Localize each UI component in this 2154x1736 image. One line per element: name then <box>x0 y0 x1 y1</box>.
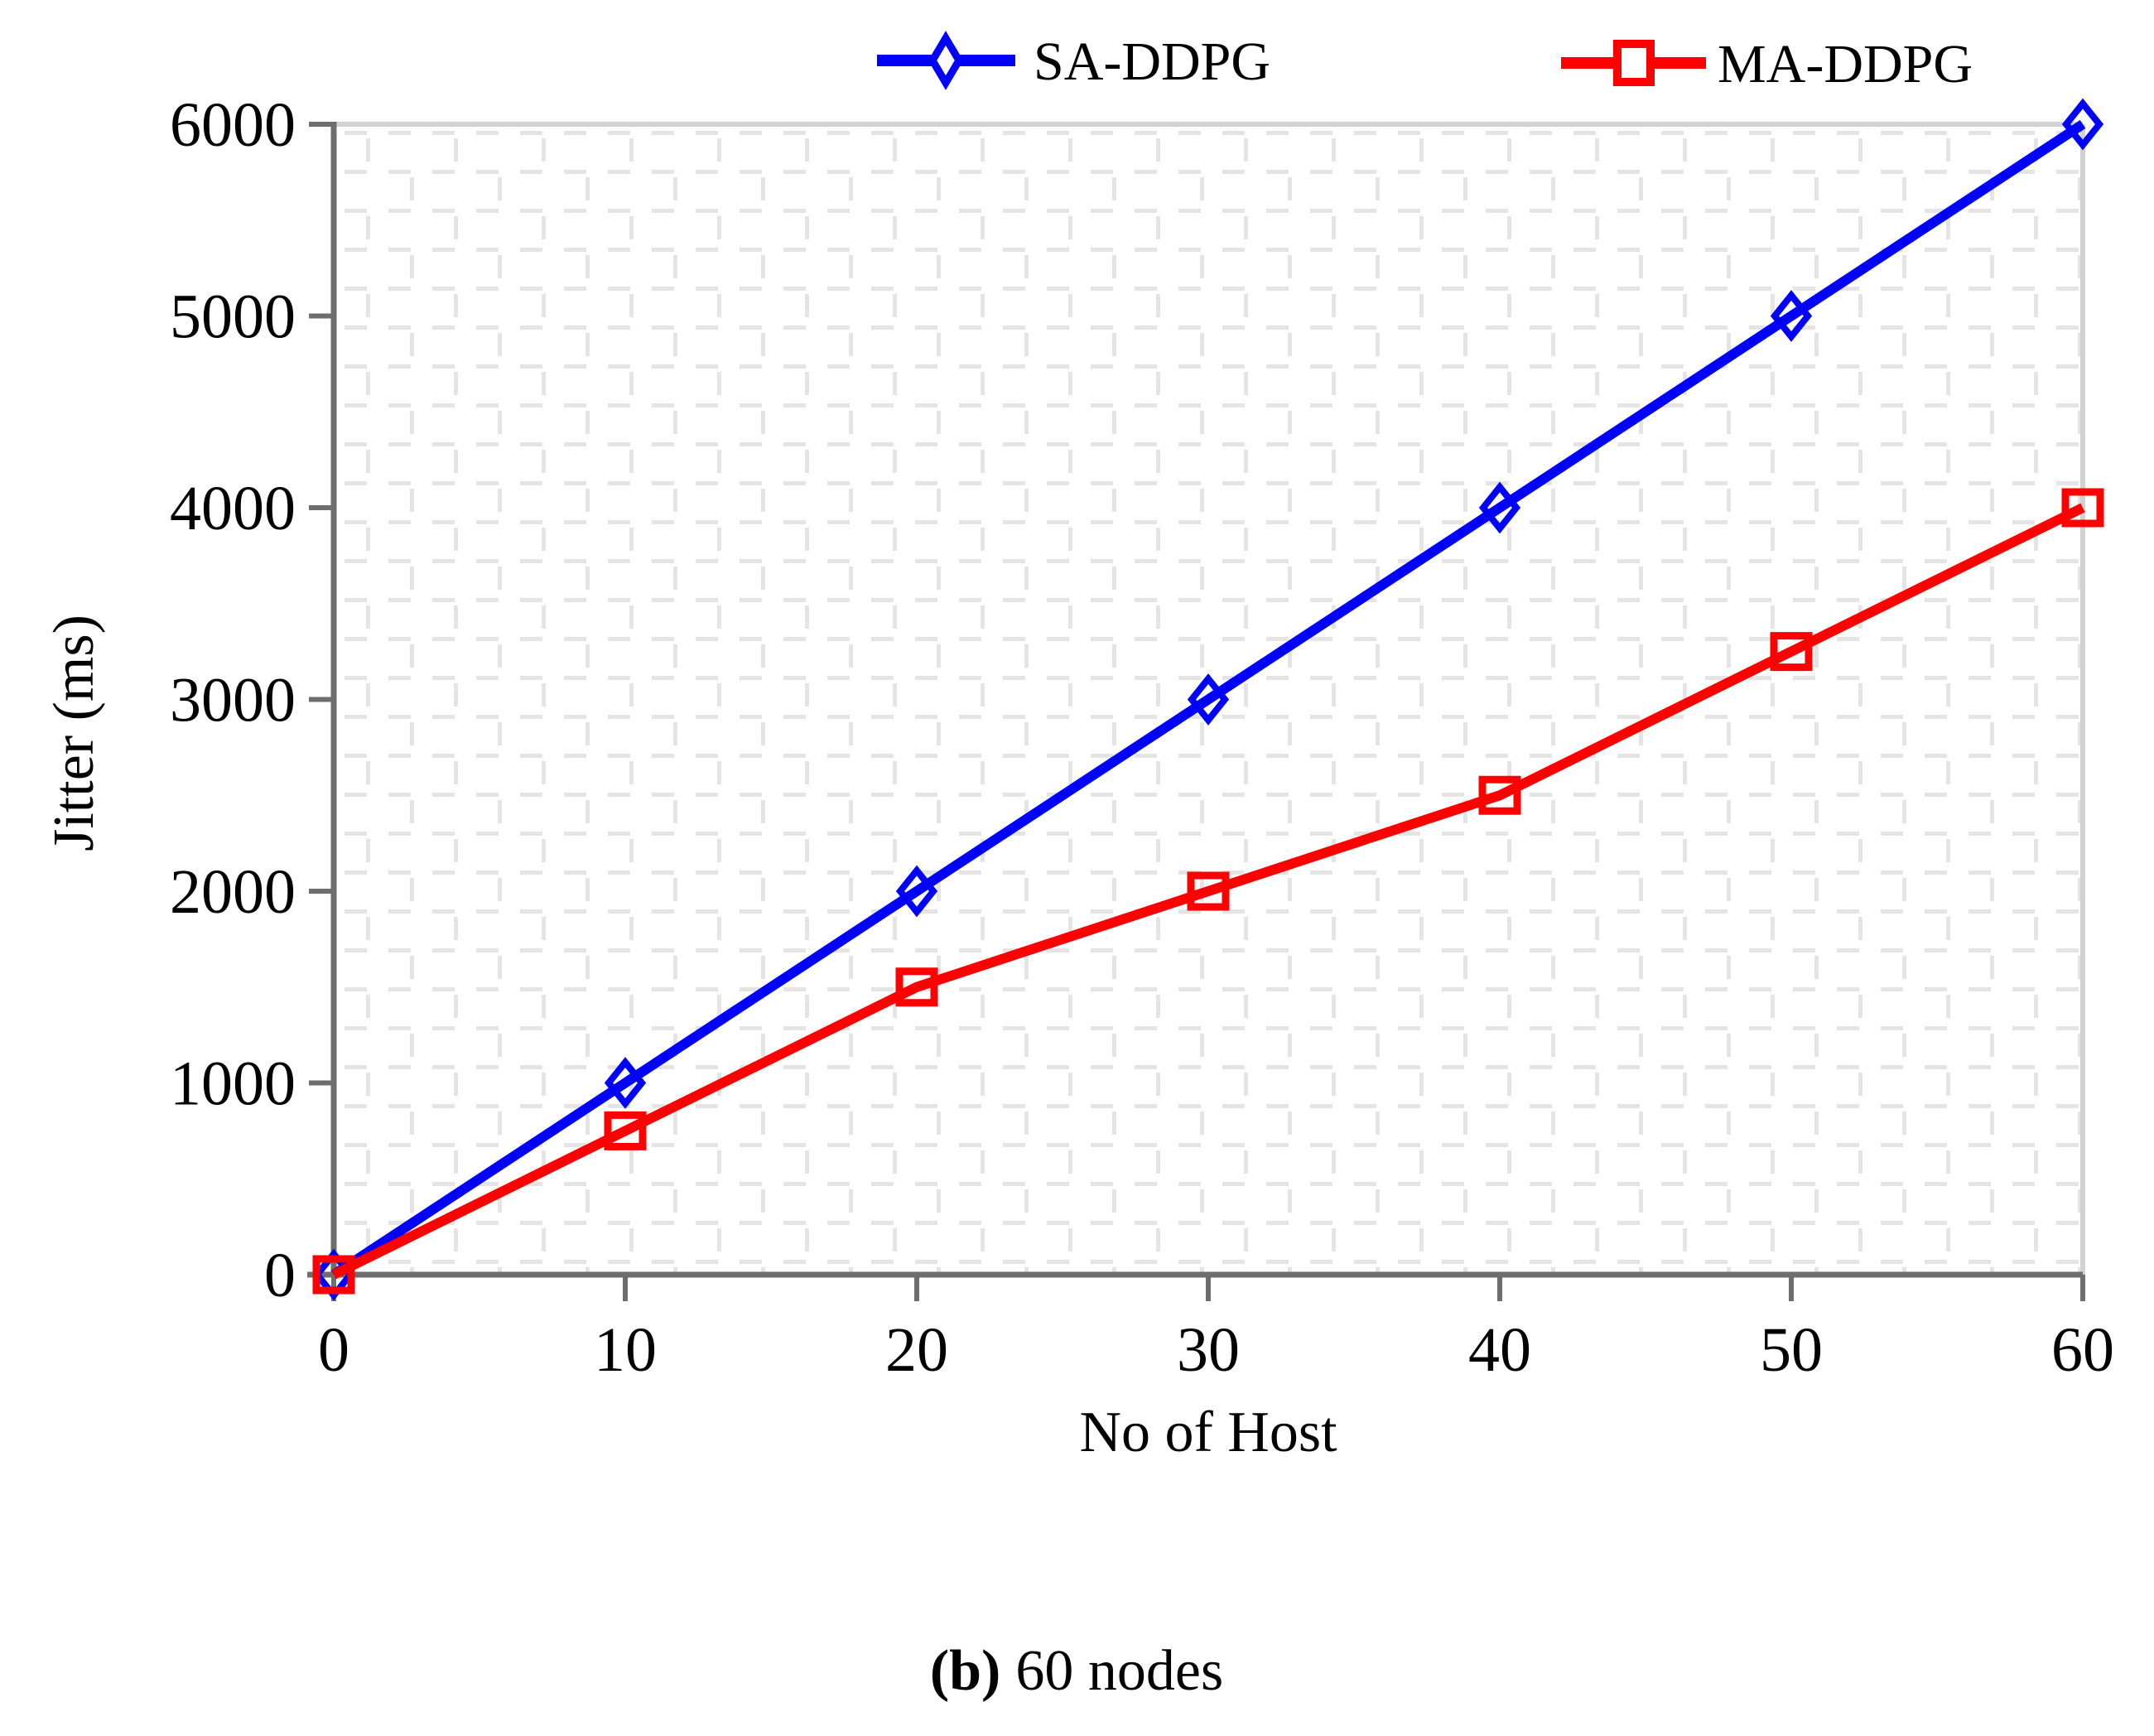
data-point-square <box>604 1111 647 1150</box>
y-tick-label: 6000 <box>170 90 296 160</box>
figure-caption: (b) 60 nodes <box>930 1639 1223 1703</box>
data-point-square <box>1770 632 1813 672</box>
ma-ddpg-legend-label: MA-DDPG <box>1718 34 1973 94</box>
data-point-diamond <box>1770 290 1813 342</box>
ma-ddpg-series <box>312 488 2104 1295</box>
x-axis-title: No of Host <box>1079 1401 1337 1464</box>
caption-body: 60 nodes <box>1015 1639 1223 1703</box>
y-tick-label: 2000 <box>170 857 296 927</box>
data-point-diamond <box>895 865 938 918</box>
sa-ddpg-legend-diamond-icon <box>928 31 964 90</box>
x-tick-label: 40 <box>1468 1315 1531 1385</box>
x-axis-ticks: 0 10 20 30 40 50 60 <box>318 1275 2114 1385</box>
ma-ddpg-legend-square-icon <box>1613 40 1655 86</box>
data-point-square <box>895 967 938 1007</box>
data-point-square <box>1478 775 1521 815</box>
y-tick-label: 5000 <box>170 282 296 352</box>
sa-ddpg-series <box>312 98 2104 1301</box>
sa-ddpg-line <box>330 119 2086 1280</box>
data-point-diamond <box>1478 481 1521 534</box>
data-point-diamond <box>2061 98 2104 151</box>
ma-ddpg-line <box>331 503 2085 1280</box>
data-point-diamond <box>604 1057 647 1109</box>
x-tick-label: 50 <box>1760 1315 1823 1385</box>
data-point-square <box>2061 488 2104 528</box>
x-tick-label: 30 <box>1177 1315 1240 1385</box>
data-point-square <box>312 1255 355 1295</box>
y-tick-label: 0 <box>264 1241 296 1310</box>
legend-item-ma-ddpg: MA-DDPG <box>1561 34 1973 94</box>
series-group <box>312 98 2104 1301</box>
data-point-square <box>1187 871 1230 911</box>
legend: SA-DDPG MA-DDPG <box>877 31 1973 94</box>
data-point-diamond <box>1187 673 1230 726</box>
legend-item-sa-ddpg: SA-DDPG <box>877 31 1270 92</box>
caption-label: (b) <box>930 1639 1001 1703</box>
x-tick-label: 20 <box>885 1315 948 1385</box>
x-tick-label: 0 <box>318 1315 349 1385</box>
y-axis-title: Jitter (ms) <box>42 615 106 851</box>
y-tick-label: 1000 <box>170 1049 296 1119</box>
x-tick-label: 10 <box>594 1315 657 1385</box>
sa-ddpg-legend-label: SA-DDPG <box>1034 31 1270 92</box>
y-axis-ticks: 0 1000 2000 3000 4000 5000 6000 <box>170 90 334 1310</box>
y-tick-label: 3000 <box>170 666 296 735</box>
x-tick-label: 60 <box>2051 1315 2114 1385</box>
y-tick-label: 4000 <box>170 474 296 543</box>
